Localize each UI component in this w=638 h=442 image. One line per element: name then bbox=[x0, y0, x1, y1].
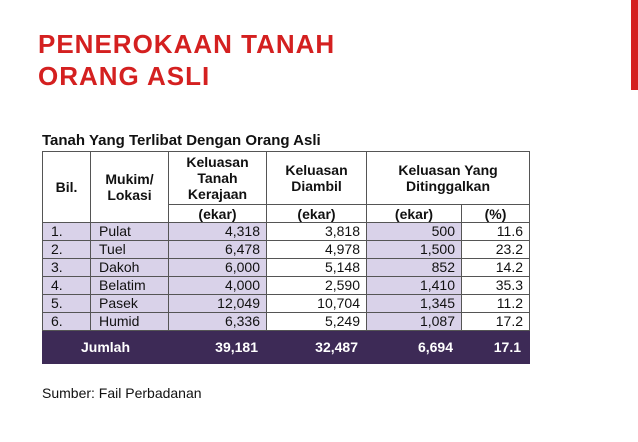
source-note: Sumber: Fail Perbadanan bbox=[42, 385, 202, 401]
header-ditinggalkan: Keluasan Yang Ditinggalkan bbox=[366, 151, 530, 205]
cell-diambil: 5,249 bbox=[266, 312, 367, 331]
header-kd-line-1: Keluasan bbox=[285, 162, 348, 178]
cell-mukim: Dakoh bbox=[90, 258, 169, 277]
header-mukim-line-2: Lokasi bbox=[107, 187, 152, 203]
cell-ditinggalkan-pct: 23.2 bbox=[461, 240, 530, 259]
cell-tanah-kerajaan: 12,049 bbox=[168, 294, 267, 313]
cell-bil: 2. bbox=[42, 240, 91, 259]
cell-tanah-kerajaan: 4,318 bbox=[168, 222, 267, 241]
total-diambil: 32,487 bbox=[266, 330, 367, 364]
land-table: Bil. Mukim/ Lokasi Keluasan Tanah Keraja… bbox=[42, 151, 530, 364]
total-ditinggalkan-pct: 17.1 bbox=[461, 330, 530, 364]
header-kdt-line-1: Keluasan Yang bbox=[398, 162, 498, 178]
unit-diambil: (ekar) bbox=[266, 204, 367, 223]
header-kdt-line-2: Ditinggalkan bbox=[405, 178, 490, 194]
cell-diambil: 3,818 bbox=[266, 222, 367, 241]
table-row: 1. Pulat 4,318 3,818 500 11.6 bbox=[42, 222, 530, 241]
cell-diambil: 2,590 bbox=[266, 276, 367, 295]
cell-ditinggalkan-ekar: 852 bbox=[366, 258, 462, 277]
unit-tanah-kerajaan: (ekar) bbox=[168, 204, 267, 223]
cell-bil: 5. bbox=[42, 294, 91, 313]
cell-ditinggalkan-pct: 35.3 bbox=[461, 276, 530, 295]
total-row: Jumlah 39,181 32,487 6,694 17.1 bbox=[42, 330, 530, 364]
header-bil-label: Bil. bbox=[55, 179, 78, 195]
header-mukim: Mukim/ Lokasi bbox=[90, 151, 169, 223]
cell-bil: 1. bbox=[42, 222, 91, 241]
cell-diambil: 4,978 bbox=[266, 240, 367, 259]
cell-mukim: Tuel bbox=[90, 240, 169, 259]
header-mukim-line-1: Mukim/ bbox=[105, 171, 154, 187]
header-kd-line-2: Diambil bbox=[291, 178, 342, 194]
slide-title-line-1: PENEROKAAN TANAH bbox=[38, 29, 336, 59]
unit-ditinggalkan-pct: (%) bbox=[461, 204, 530, 223]
table-row: 3. Dakoh 6,000 5,148 852 14.2 bbox=[42, 258, 530, 277]
cell-tanah-kerajaan: 4,000 bbox=[168, 276, 267, 295]
cell-mukim: Belatim bbox=[90, 276, 169, 295]
cell-mukim: Humid bbox=[90, 312, 169, 331]
total-tanah-kerajaan: 39,181 bbox=[168, 330, 267, 364]
cell-mukim: Pasek bbox=[90, 294, 169, 313]
cell-diambil: 5,148 bbox=[266, 258, 367, 277]
cell-tanah-kerajaan: 6,336 bbox=[168, 312, 267, 331]
header-tanah-kerajaan: Keluasan Tanah Kerajaan bbox=[168, 151, 267, 205]
unit-ditinggalkan-ekar: (ekar) bbox=[366, 204, 462, 223]
header-diambil: Keluasan Diambil bbox=[266, 151, 367, 205]
cell-ditinggalkan-pct: 17.2 bbox=[461, 312, 530, 331]
cell-ditinggalkan-ekar: 1,345 bbox=[366, 294, 462, 313]
slide-title: PENEROKAAN TANAH ORANG ASLI bbox=[38, 28, 335, 92]
table-row: 2. Tuel 6,478 4,978 1,500 23.2 bbox=[42, 240, 530, 259]
cell-ditinggalkan-ekar: 1,410 bbox=[366, 276, 462, 295]
accent-bar bbox=[631, 0, 638, 90]
cell-mukim: Pulat bbox=[90, 222, 169, 241]
header-kt-line-1: Keluasan bbox=[186, 154, 249, 170]
cell-ditinggalkan-ekar: 1,087 bbox=[366, 312, 462, 331]
header-bil: Bil. bbox=[42, 151, 91, 223]
cell-bil: 6. bbox=[42, 312, 91, 331]
table-row: 6. Humid 6,336 5,249 1,087 17.2 bbox=[42, 312, 530, 331]
cell-tanah-kerajaan: 6,000 bbox=[168, 258, 267, 277]
cell-bil: 3. bbox=[42, 258, 91, 277]
total-label: Jumlah bbox=[42, 330, 169, 364]
cell-ditinggalkan-pct: 11.2 bbox=[461, 294, 530, 313]
cell-ditinggalkan-pct: 14.2 bbox=[461, 258, 530, 277]
cell-diambil: 10,704 bbox=[266, 294, 367, 313]
table-row: 5. Pasek 12,049 10,704 1,345 11.2 bbox=[42, 294, 530, 313]
cell-ditinggalkan-pct: 11.6 bbox=[461, 222, 530, 241]
header-kt-line-3: Kerajaan bbox=[187, 186, 248, 202]
cell-ditinggalkan-ekar: 500 bbox=[366, 222, 462, 241]
table-row: 4. Belatim 4,000 2,590 1,410 35.3 bbox=[42, 276, 530, 295]
total-ditinggalkan-ekar: 6,694 bbox=[366, 330, 462, 364]
cell-ditinggalkan-ekar: 1,500 bbox=[366, 240, 462, 259]
header-kt-line-2: Tanah bbox=[197, 170, 238, 186]
slide-title-line-2: ORANG ASLI bbox=[38, 61, 211, 91]
cell-tanah-kerajaan: 6,478 bbox=[168, 240, 267, 259]
cell-bil: 4. bbox=[42, 276, 91, 295]
table-caption: Tanah Yang Terlibat Dengan Orang Asli bbox=[42, 132, 321, 149]
